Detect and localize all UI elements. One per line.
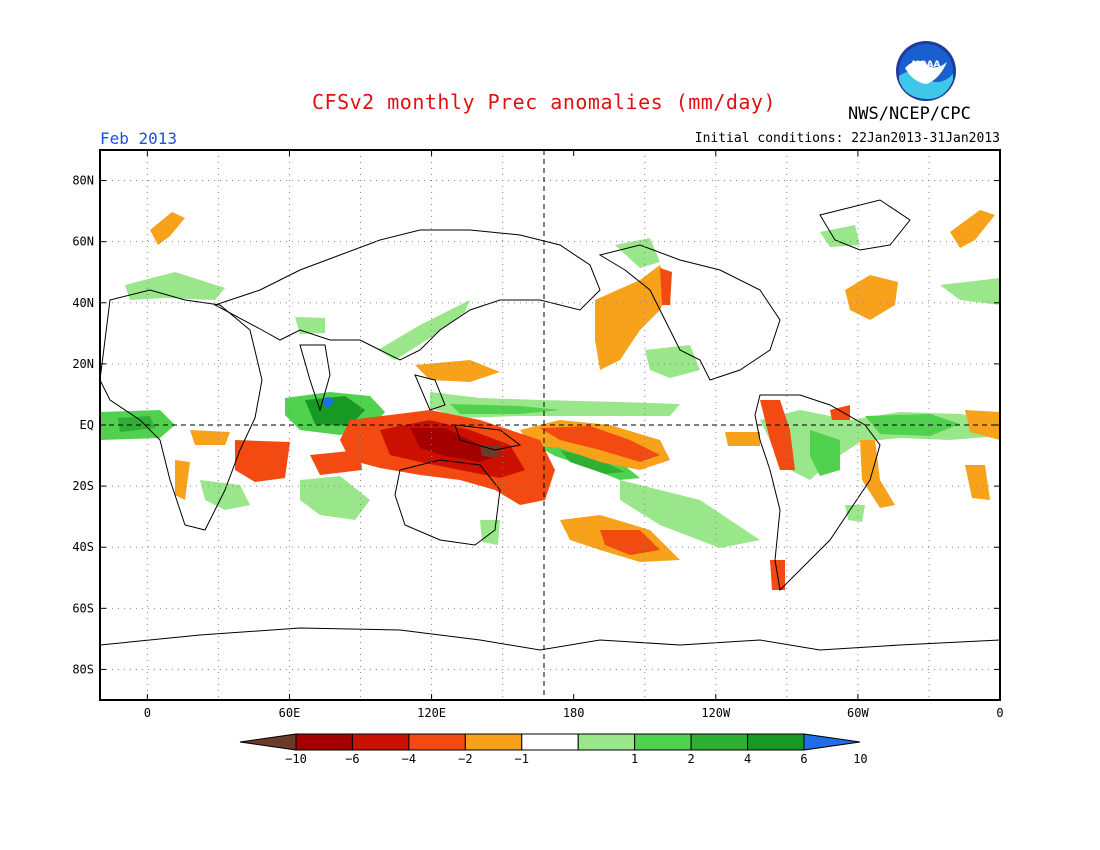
lat-label: 60S — [72, 601, 94, 615]
coastlines — [100, 199, 1000, 651]
colorbar-bin — [239, 733, 297, 751]
colorbar-bin — [295, 733, 353, 751]
colorbar-label: −1 — [515, 752, 529, 766]
lon-label: 60W — [847, 706, 869, 720]
colorbar-label: −4 — [402, 752, 416, 766]
lon-label: 180 — [563, 706, 585, 720]
colorbar-label: −6 — [345, 752, 359, 766]
logo-text: NOAA — [912, 60, 941, 70]
colorbar-bin — [521, 733, 579, 751]
graticule — [100, 150, 1001, 700]
colorbar-label: −2 — [458, 752, 472, 766]
chart-title: CFSv2 monthly Prec anomalies (mm/day) — [312, 90, 777, 114]
colorbar-label: −10 — [285, 752, 307, 766]
lat-label: 40S — [72, 540, 94, 554]
lon-label: 0 — [144, 706, 151, 720]
colorbar-bin — [747, 733, 805, 751]
colorbar-bin — [577, 733, 636, 751]
lat-label: 80S — [72, 662, 94, 676]
colorbar-bin — [690, 733, 749, 751]
lat-label: 40N — [72, 296, 94, 310]
initial-conditions: Initial conditions: 22Jan2013-31Jan2013 — [694, 131, 1000, 146]
colorbar-label: 4 — [744, 752, 751, 766]
colorbar-label: 2 — [687, 752, 694, 766]
lon-label: 120E — [417, 706, 446, 720]
colorbar-bin — [351, 733, 410, 751]
organization-label: NWS/NCEP/CPC — [848, 104, 971, 124]
lat-label: EQ — [80, 418, 94, 432]
colorbar: −10 −6 −4 −2 −1 1 2 4 6 10 — [239, 733, 868, 766]
lat-label: 80N — [72, 174, 94, 188]
colorbar-bin — [803, 733, 861, 751]
lon-label: 0 — [996, 706, 1003, 720]
lat-label: 20S — [72, 479, 94, 493]
lat-label: 20N — [72, 357, 94, 371]
lat-label: 60N — [72, 235, 94, 249]
colorbar-label: 1 — [631, 752, 638, 766]
colorbar-bin — [408, 733, 466, 751]
axis-labels: 80N 60N 40N 20N EQ 20S 40S 60S 80S 0 60E 120E 180 120… — [72, 150, 1004, 720]
forecast-month: Feb 2013 — [100, 129, 178, 148]
lon-label: 60E — [279, 706, 301, 720]
lon-label: 120W — [701, 706, 731, 720]
colorbar-label: 6 — [800, 752, 807, 766]
dry-anomalies — [150, 210, 1000, 590]
anomaly-field — [100, 210, 1000, 590]
wet-anomalies — [100, 225, 1000, 548]
colorbar-bin — [464, 733, 523, 751]
noaa-logo: NOAA — [895, 40, 957, 102]
colorbar-bin — [634, 733, 692, 751]
colorbar-label: 10 — [853, 752, 867, 766]
